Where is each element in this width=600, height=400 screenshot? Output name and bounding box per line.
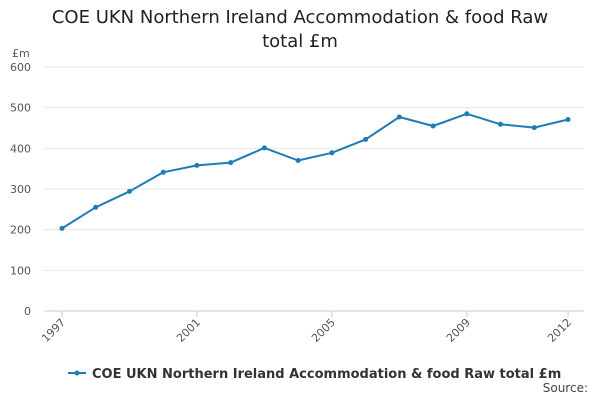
chart-title-line-1: COE UKN Northern Ireland Accommodation &… [51, 7, 549, 28]
x-tick-label: 1997 [39, 316, 68, 345]
data-point [228, 160, 234, 166]
y-tick-label: 200 [10, 224, 31, 237]
x-tick-label: 2001 [174, 316, 203, 345]
y-tick-label: 100 [10, 264, 31, 277]
data-point [498, 121, 503, 127]
y-tick-labels: 0 100 200 300 400 500 600 [10, 61, 31, 318]
legend-marker [74, 370, 80, 376]
data-point [430, 123, 436, 129]
series-layer [59, 111, 571, 231]
x-tick-label: 2012 [545, 316, 574, 345]
data-point [93, 204, 99, 210]
data-point [565, 117, 571, 122]
data-point [59, 225, 65, 231]
data-point [261, 145, 267, 151]
x-tick-label: 2009 [444, 316, 473, 345]
data-point [363, 136, 369, 142]
x-tick-label: 2005 [309, 316, 338, 345]
data-point [396, 114, 402, 120]
chart-title-line-2: total £m [262, 31, 338, 52]
series-line [61, 112, 569, 230]
axes [44, 310, 584, 317]
legend[interactable]: COE UKN Northern Ireland Accommodation &… [68, 367, 561, 382]
data-point [194, 162, 200, 168]
chart-title: COE UKN Northern Ireland Accommodation &… [0, 6, 600, 54]
data-point [295, 158, 301, 163]
y-axis-unit-label: £m [12, 47, 30, 60]
y-tick-label: 300 [10, 183, 31, 196]
grid-lines [44, 66, 584, 271]
data-point [127, 188, 132, 194]
data-point [464, 111, 470, 117]
data-point [160, 169, 166, 175]
y-tick-label: 500 [10, 102, 31, 115]
data-point [329, 150, 335, 156]
data-point [531, 125, 537, 131]
x-tick-labels: 1997 2001 2005 2009 2012 [39, 316, 574, 345]
legend-label: COE UKN Northern Ireland Accommodation &… [92, 367, 561, 382]
y-tick-label: 0 [24, 305, 31, 318]
y-tick-label: 400 [10, 142, 31, 155]
source-label: Source: [542, 381, 588, 395]
y-tick-label: 600 [10, 61, 31, 74]
